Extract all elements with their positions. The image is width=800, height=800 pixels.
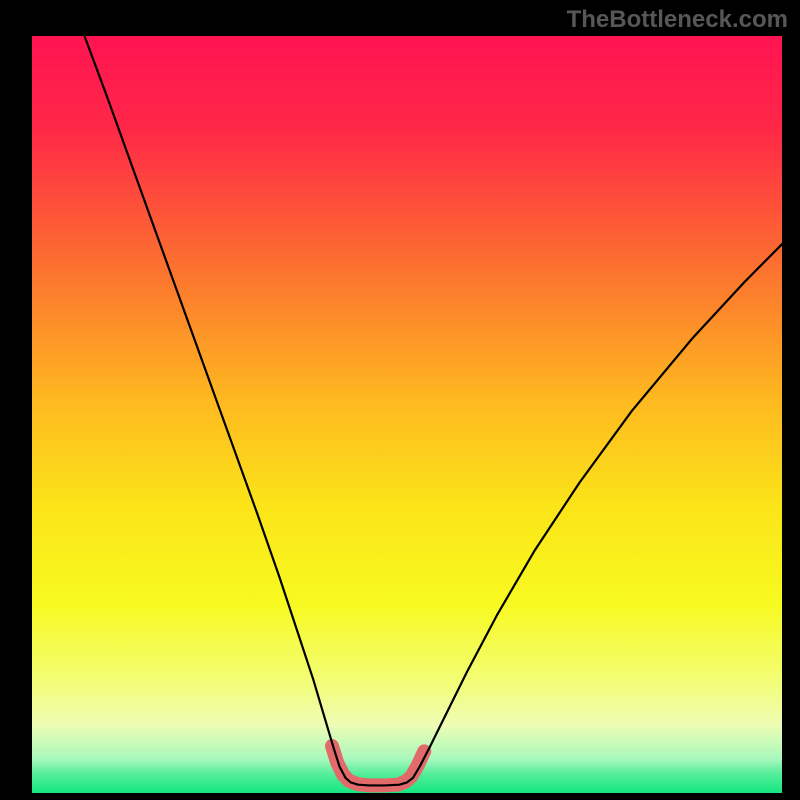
chart-background bbox=[32, 36, 782, 793]
chart-plot-area bbox=[32, 36, 782, 793]
chart-svg bbox=[32, 36, 782, 793]
watermark-text: TheBottleneck.com bbox=[567, 6, 788, 34]
